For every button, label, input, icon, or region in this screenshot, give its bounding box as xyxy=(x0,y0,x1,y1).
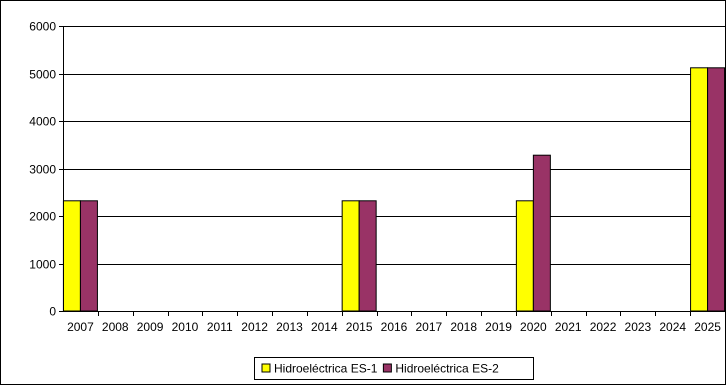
x-tick-label: 2007 xyxy=(67,320,94,334)
y-tick-label: 1000 xyxy=(29,258,56,272)
x-tick-label: 2014 xyxy=(311,320,338,334)
x-tick-label: 2015 xyxy=(346,320,373,334)
y-tick-label: 4000 xyxy=(29,115,56,129)
x-tick-label: 2016 xyxy=(381,320,408,334)
x-tick-label: 2010 xyxy=(172,320,199,334)
x-tick-label: 2019 xyxy=(485,320,512,334)
bar xyxy=(358,200,377,312)
legend-label: Hidroeléctrica ES-1 xyxy=(274,362,378,376)
bar xyxy=(341,200,360,312)
x-tick-label: 2020 xyxy=(520,320,547,334)
legend: Hidroeléctrica ES-1 Hidroeléctrica ES-2 xyxy=(254,357,534,380)
x-axis: 2007 2008 2009 2010 2011 2012 2013 2014 2015 2016… xyxy=(63,311,726,334)
legend-label: Hidroeléctrica ES-2 xyxy=(395,362,499,376)
bar xyxy=(515,200,534,312)
y-tick-label: 0 xyxy=(49,305,56,319)
bar xyxy=(532,154,551,312)
legend-box xyxy=(254,357,534,380)
bars xyxy=(62,67,726,312)
bar xyxy=(79,200,98,312)
x-tick-label: 2024 xyxy=(659,320,686,334)
legend-swatch xyxy=(261,363,271,373)
x-tick-label: 2012 xyxy=(241,320,268,334)
gridlines xyxy=(63,26,725,265)
x-tick-label: 2023 xyxy=(625,320,652,334)
x-tick-label: 2025 xyxy=(694,320,721,334)
y-tick-label: 5000 xyxy=(29,68,56,82)
legend-swatch xyxy=(382,363,392,373)
y-tick-label: 2000 xyxy=(29,210,56,224)
y-tick-label: 6000 xyxy=(29,20,56,34)
x-tick-label: 2021 xyxy=(555,320,582,334)
x-tick-label: 2013 xyxy=(276,320,303,334)
bar xyxy=(62,200,81,312)
x-tick-label: 2017 xyxy=(415,320,442,334)
x-tick-label: 2022 xyxy=(590,320,617,334)
bar xyxy=(690,67,709,312)
x-tick-label: 2008 xyxy=(102,320,129,334)
y-axis: 0 1000 2000 3000 4000 5000 6000 xyxy=(29,20,64,319)
x-tick-label: 2009 xyxy=(137,320,164,334)
x-tick-label: 2011 xyxy=(207,320,233,334)
x-tick-label: 2018 xyxy=(450,320,477,334)
y-tick-label: 3000 xyxy=(29,163,56,177)
bar xyxy=(707,67,726,312)
